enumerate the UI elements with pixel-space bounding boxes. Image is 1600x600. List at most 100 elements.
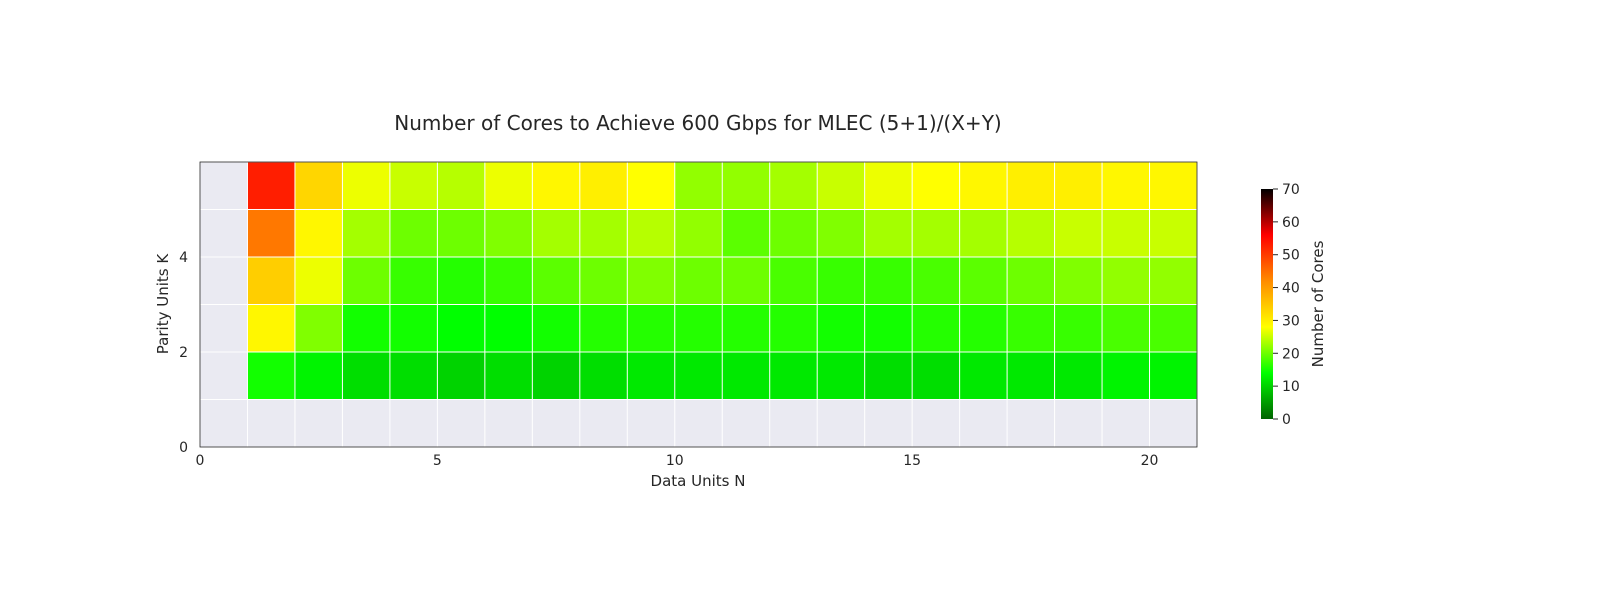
- heatmap-cell: [627, 352, 675, 400]
- heatmap-cell: [247, 304, 295, 352]
- heatmap-cell: [247, 162, 295, 210]
- heatmap-cell: [579, 162, 628, 210]
- heatmap-cell: [864, 352, 913, 400]
- heatmap-cell: [817, 257, 865, 305]
- heatmap-cell: [342, 304, 390, 352]
- heatmap-cell: [674, 304, 723, 352]
- heatmap-cell: [247, 257, 295, 305]
- heatmap-cell: [579, 352, 628, 400]
- colorbar-tick-label: 30: [1282, 313, 1300, 329]
- x-tick-label: 5: [433, 453, 442, 469]
- heatmap-cell: [294, 209, 343, 257]
- heatmap-cell: [722, 209, 770, 257]
- y-tick-label: 0: [179, 440, 188, 456]
- heatmap-cell: [294, 257, 343, 305]
- heatmap-cell: [484, 304, 533, 352]
- heatmap-cell: [722, 257, 770, 305]
- x-axis-label: Data Units N: [651, 472, 746, 490]
- heatmap-cell: [627, 304, 675, 352]
- heatmap-cell: [1054, 352, 1103, 400]
- heatmap-cells: [247, 162, 1197, 400]
- heatmap-cell: [1149, 304, 1197, 352]
- heatmap-cell: [389, 209, 438, 257]
- heatmap-cell: [579, 209, 628, 257]
- heatmap-cell: [627, 209, 675, 257]
- heatmap-cell: [912, 257, 960, 305]
- colorbar-tick-label: 70: [1282, 182, 1300, 198]
- heatmap-cell: [294, 352, 343, 400]
- heatmap-cell: [864, 304, 913, 352]
- colorbar-tick-label: 10: [1282, 379, 1300, 395]
- heatmap-cell: [769, 304, 818, 352]
- heatmap-cell: [959, 209, 1008, 257]
- heatmap-cell: [389, 257, 438, 305]
- heatmap-cell: [1149, 352, 1197, 400]
- chart-title: Number of Cores to Achieve 600 Gbps for …: [394, 111, 1001, 135]
- heatmap-cell: [627, 257, 675, 305]
- heatmap-cell: [484, 257, 533, 305]
- heatmap-cell: [912, 209, 960, 257]
- heatmap-cell: [817, 304, 865, 352]
- heatmap-cell: [437, 257, 485, 305]
- heatmap-cell: [864, 257, 913, 305]
- heatmap-cell: [532, 209, 580, 257]
- heatmap-cell: [817, 352, 865, 400]
- heatmap-cell: [912, 352, 960, 400]
- y-axis-label: Parity Units K: [154, 253, 172, 355]
- heatmap-cell: [342, 257, 390, 305]
- heatmap-cell: [1102, 209, 1150, 257]
- heatmap-cell: [959, 304, 1008, 352]
- heatmap-cell: [1149, 162, 1197, 210]
- heatmap-cell: [912, 162, 960, 210]
- heatmap-cell: [674, 352, 723, 400]
- heatmap-cell: [1054, 209, 1103, 257]
- heatmap-cell: [627, 162, 675, 210]
- heatmap-cell: [389, 162, 438, 210]
- heatmap-cell: [342, 162, 390, 210]
- heatmap-cell: [342, 352, 390, 400]
- x-tick-label: 20: [1141, 453, 1159, 469]
- heatmap-cell: [864, 162, 913, 210]
- heatmap-cell: [912, 304, 960, 352]
- heatmap-cell: [674, 209, 723, 257]
- heatmap-cell: [437, 209, 485, 257]
- heatmap-cell: [1007, 257, 1055, 305]
- heatmap-cell: [674, 257, 723, 305]
- heatmap-cell: [1054, 162, 1103, 210]
- heatmap-cell: [579, 257, 628, 305]
- heatmap-cell: [959, 162, 1008, 210]
- colorbar-tick-label: 0: [1282, 412, 1291, 428]
- heatmap-cell: [1007, 162, 1055, 210]
- heatmap-cell: [1007, 304, 1055, 352]
- heatmap-cell: [1102, 304, 1150, 352]
- heatmap-cell: [722, 162, 770, 210]
- heatmap-cell: [1149, 209, 1197, 257]
- x-tick-label: 10: [666, 453, 684, 469]
- colorbar-label: Number of Cores: [1309, 240, 1327, 367]
- heatmap-cell: [389, 304, 438, 352]
- heatmap-cell: [1054, 257, 1103, 305]
- heatmap-cell: [1007, 352, 1055, 400]
- heatmap-cell: [722, 352, 770, 400]
- y-tick-label: 2: [179, 345, 188, 361]
- heatmap-cell: [769, 352, 818, 400]
- heatmap-cell: [722, 304, 770, 352]
- heatmap-cell: [532, 352, 580, 400]
- heatmap-cell: [342, 209, 390, 257]
- colorbar-ticks: 0 10 20 30 40 50 60 70: [1273, 182, 1300, 428]
- heatmap-cell: [484, 162, 533, 210]
- heatmap-cell: [437, 352, 485, 400]
- heatmap-cell: [769, 162, 818, 210]
- heatmap-cell: [1007, 209, 1055, 257]
- colorbar-tick-label: 50: [1282, 248, 1300, 264]
- colorbar-tick-label: 40: [1282, 281, 1300, 297]
- colorbar: [1261, 189, 1273, 419]
- heatmap-cell: [1102, 162, 1150, 210]
- heatmap-cell: [579, 304, 628, 352]
- heatmap-cell: [532, 257, 580, 305]
- heatmap-cell: [437, 304, 485, 352]
- heatmap-cell: [817, 209, 865, 257]
- heatmap-cell: [247, 209, 295, 257]
- heatmap-cell: [532, 162, 580, 210]
